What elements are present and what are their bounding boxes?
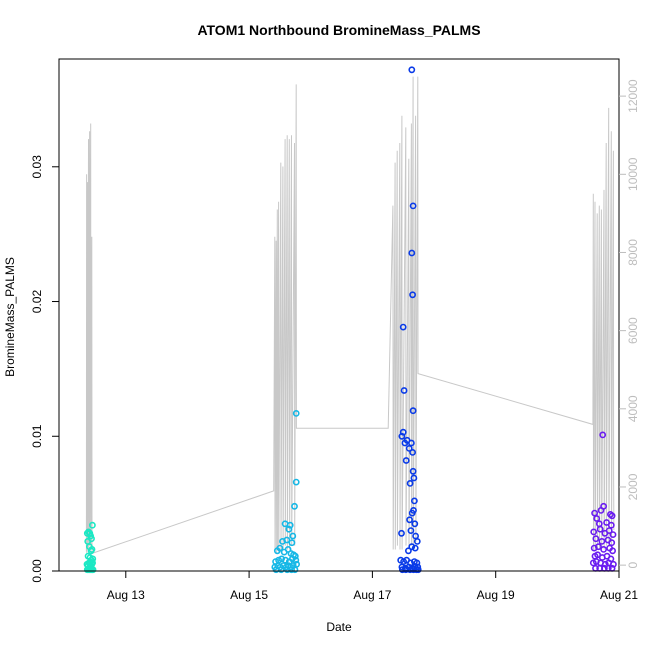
y-right-tick-label: 2000 — [626, 473, 640, 500]
data-point-flight-3 — [413, 538, 421, 545]
data-point-flight-4 — [605, 527, 613, 534]
data-point-flight-3 — [409, 448, 416, 456]
data-point-flight-1 — [89, 521, 96, 529]
data-points — [83, 66, 617, 574]
y-left-tick-label: 0.03 — [30, 155, 44, 179]
data-point-flight-4 — [595, 543, 602, 551]
data-point-flight-2 — [283, 566, 291, 574]
data-point-flight-1 — [88, 546, 96, 553]
data-point-flight-2 — [281, 520, 289, 528]
data-point-flight-4 — [594, 551, 601, 559]
y-left-tick-label: 0.01 — [30, 424, 44, 448]
x-tick-label: Aug 17 — [353, 588, 391, 602]
data-point-flight-3 — [411, 544, 419, 552]
chart-title: ATOM1 Northbound BromineMass_PALMS — [197, 22, 480, 38]
altitude-line — [85, 76, 615, 555]
data-point-flight-4 — [600, 546, 607, 553]
data-point-flight-3 — [408, 249, 416, 257]
data-point-flight-4 — [591, 509, 598, 517]
data-point-flight-2 — [278, 555, 285, 563]
x-tick-label: Aug 21 — [600, 588, 638, 602]
x-tick-label: Aug 15 — [230, 588, 268, 602]
data-point-flight-4 — [592, 535, 600, 543]
data-point-flight-3 — [410, 497, 418, 505]
data-point-flight-4 — [596, 525, 604, 533]
data-point-flight-4 — [597, 506, 605, 514]
data-point-flight-4 — [608, 512, 616, 520]
data-point-flight-3 — [408, 66, 416, 74]
y-right-tick-label: 4000 — [626, 395, 640, 422]
data-point-flight-2 — [288, 566, 295, 574]
data-point-flight-2 — [291, 566, 299, 574]
data-point-flight-3 — [409, 291, 416, 299]
data-point-flight-3 — [410, 506, 417, 514]
data-point-flight-2 — [288, 539, 296, 547]
data-point-flight-4 — [599, 431, 607, 439]
data-point-flight-3 — [406, 516, 413, 524]
data-point-flight-2 — [291, 502, 298, 510]
data-point-flight-3 — [409, 202, 417, 210]
data-point-flight-2 — [285, 525, 293, 533]
y-right-tick-label: 10000 — [626, 157, 640, 191]
data-point-flight-3 — [405, 444, 413, 452]
data-point-flight-3 — [414, 566, 422, 574]
data-point-flight-3 — [400, 387, 408, 394]
data-point-flight-3 — [398, 566, 406, 574]
data-point-flight-3 — [402, 457, 410, 464]
data-point-flight-3 — [406, 566, 414, 574]
data-point-flight-3 — [408, 543, 416, 551]
x-tick-label: Aug 19 — [477, 588, 515, 602]
y-axis-label: BromineMass_PALMS — [3, 257, 17, 377]
data-point-flight-2 — [289, 532, 297, 540]
data-point-flight-3 — [410, 474, 418, 482]
data-point-flight-3 — [399, 323, 407, 331]
data-point-flight-3 — [409, 467, 417, 475]
data-point-flight-4 — [609, 531, 617, 538]
data-point-flight-4 — [593, 515, 601, 522]
data-point-flight-3 — [402, 566, 410, 574]
data-point-flight-2 — [276, 544, 284, 552]
data-point-flight-3 — [407, 439, 415, 447]
data-point-flight-4 — [607, 521, 615, 529]
data-point-flight-1 — [89, 566, 97, 574]
data-point-flight-1 — [89, 559, 96, 567]
y-axis-right: 0 2000 4000 6000 8000 10000 12000 — [619, 79, 640, 568]
plot-frame — [58, 58, 620, 572]
data-point-flight-4 — [608, 564, 616, 572]
data-point-flight-2 — [292, 478, 300, 486]
x-tick-label: Aug 13 — [107, 588, 145, 602]
y-axis-left: 0.00 0.01 0.02 0.03 — [30, 155, 59, 583]
y-right-tick-label: 6000 — [626, 317, 640, 344]
data-point-flight-3 — [398, 432, 406, 440]
y-left-tick-label: 0.00 — [30, 559, 44, 583]
data-point-flight-2 — [292, 409, 300, 417]
x-axis: Aug 13 Aug 15 Aug 17 Aug 19 Aug 21 — [107, 571, 638, 602]
data-point-flight-2 — [292, 556, 300, 564]
data-point-flight-4 — [608, 539, 616, 547]
y-left-tick-label: 0.02 — [30, 290, 44, 314]
data-point-flight-4 — [590, 528, 598, 536]
data-point-flight-2 — [282, 556, 289, 564]
data-point-flight-3 — [406, 479, 414, 487]
data-point-flight-4 — [609, 547, 616, 555]
data-point-flight-3 — [398, 529, 405, 537]
data-point-flight-4 — [598, 538, 606, 545]
data-point-flight-3 — [411, 520, 419, 528]
x-axis-label: Date — [326, 620, 352, 634]
data-point-flight-2 — [293, 560, 300, 568]
data-point-flight-3 — [407, 527, 415, 534]
y-right-tick-label: 12000 — [626, 79, 640, 113]
data-point-flight-2 — [288, 555, 296, 563]
data-point-flight-4 — [603, 519, 610, 526]
data-point-flight-3 — [409, 407, 417, 415]
y-right-tick-label: 8000 — [626, 239, 640, 266]
data-point-flight-3 — [404, 547, 412, 555]
y-right-tick-label: 0 — [626, 561, 640, 568]
altitude-trace — [85, 76, 615, 555]
data-point-flight-2 — [283, 536, 291, 544]
